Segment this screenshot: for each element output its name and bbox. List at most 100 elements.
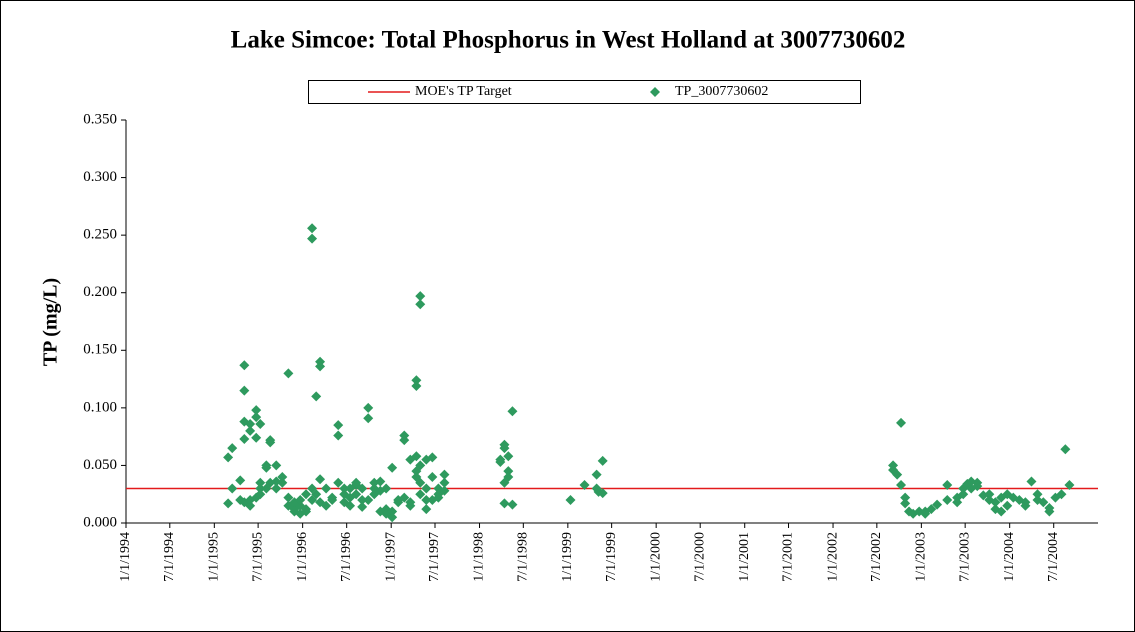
data-point — [597, 488, 608, 499]
data-point — [255, 477, 266, 488]
data-point — [439, 469, 450, 480]
data-point — [283, 368, 294, 379]
y-tick-label: 0.150 — [83, 342, 117, 358]
data-point — [357, 501, 368, 512]
data-point — [333, 430, 344, 441]
data-point — [239, 433, 250, 444]
data-point — [235, 475, 246, 486]
data-point — [433, 492, 444, 503]
data-point — [255, 489, 266, 500]
legend-swatch — [650, 87, 660, 97]
data-point — [421, 494, 432, 505]
data-point — [503, 466, 514, 477]
data-point — [900, 498, 911, 509]
data-point — [307, 223, 318, 234]
data-point — [565, 494, 576, 505]
data-point — [415, 489, 426, 500]
data-point — [1026, 476, 1037, 487]
data-point — [415, 477, 426, 488]
y-axis-label: TP (mg/L) — [40, 278, 62, 366]
data-point — [265, 437, 276, 448]
data-point — [381, 483, 392, 494]
data-point — [591, 469, 602, 480]
data-point — [942, 480, 953, 491]
data-point — [427, 471, 438, 482]
x-tick-label: 1/1/1995 — [207, 532, 222, 582]
data-point — [405, 500, 416, 511]
data-point — [1038, 497, 1049, 508]
data-point — [411, 380, 422, 391]
data-point — [321, 500, 332, 511]
legend-label: TP_3007730602 — [675, 84, 768, 99]
data-point — [499, 498, 510, 509]
data-point — [357, 483, 368, 494]
data-point — [503, 471, 514, 482]
chart-title: Lake Simcoe: Total Phosphorus in West Ho… — [231, 27, 906, 54]
y-tick-label: 0.000 — [83, 514, 117, 530]
x-tick-label: 7/1/1998 — [516, 532, 531, 582]
x-tick-label: 1/1/1998 — [472, 532, 487, 582]
x-tick-label: 1/1/1999 — [560, 532, 575, 582]
data-point — [896, 417, 907, 428]
y-tick-label: 0.350 — [83, 111, 117, 127]
data-point — [363, 494, 374, 505]
data-point — [295, 494, 306, 505]
data-point — [507, 499, 518, 510]
data-point — [223, 498, 234, 509]
data-point — [315, 474, 326, 485]
data-point — [277, 477, 288, 488]
data-point — [387, 462, 398, 473]
data-point — [507, 406, 518, 417]
y-tick-label: 0.100 — [83, 399, 117, 415]
data-point — [597, 455, 608, 466]
y-tick-label: 0.300 — [83, 169, 117, 185]
data-point — [990, 497, 1001, 508]
data-point — [1064, 480, 1075, 491]
x-tick-label: 7/1/2000 — [692, 532, 707, 582]
data-point — [984, 489, 995, 500]
data-point — [958, 489, 969, 500]
data-point — [321, 483, 332, 494]
data-point — [333, 477, 344, 488]
x-tick-label: 7/1/1997 — [427, 532, 442, 582]
data-point — [271, 460, 282, 471]
data-point — [223, 452, 234, 463]
data-point — [363, 402, 374, 413]
data-point — [399, 435, 410, 446]
data-point — [315, 361, 326, 372]
data-point — [439, 477, 450, 488]
data-point — [283, 492, 294, 503]
data-point — [239, 360, 250, 371]
data-point — [251, 432, 262, 443]
data-point — [271, 483, 282, 494]
data-point — [439, 485, 450, 496]
data-point — [327, 494, 338, 505]
data-point — [499, 443, 510, 454]
y-tick-label: 0.200 — [83, 284, 117, 300]
data-point — [892, 469, 903, 480]
data-point — [333, 420, 344, 431]
data-point — [261, 462, 272, 473]
x-tick-label: 7/1/2003 — [957, 532, 972, 582]
x-tick-label: 7/1/2004 — [1046, 532, 1061, 582]
data-point — [1002, 500, 1013, 511]
data-point — [399, 492, 410, 503]
data-point — [311, 489, 322, 500]
x-tick-label: 7/1/2001 — [781, 532, 796, 582]
data-point — [375, 476, 386, 487]
x-tick-label: 1/1/1996 — [295, 532, 310, 582]
data-point — [255, 418, 266, 429]
data-point — [1032, 489, 1043, 500]
data-point — [972, 481, 983, 492]
data-point — [1044, 503, 1055, 514]
data-point — [311, 391, 322, 402]
x-tick-label: 7/1/2002 — [869, 532, 884, 582]
data-point — [411, 451, 422, 462]
x-tick-label: 7/1/1999 — [604, 532, 619, 582]
legend-box — [308, 80, 861, 104]
data-point — [1020, 497, 1031, 508]
data-point — [277, 471, 288, 482]
data-point — [251, 412, 262, 423]
data-point — [411, 375, 422, 386]
x-tick-label: 7/1/1996 — [339, 532, 354, 582]
